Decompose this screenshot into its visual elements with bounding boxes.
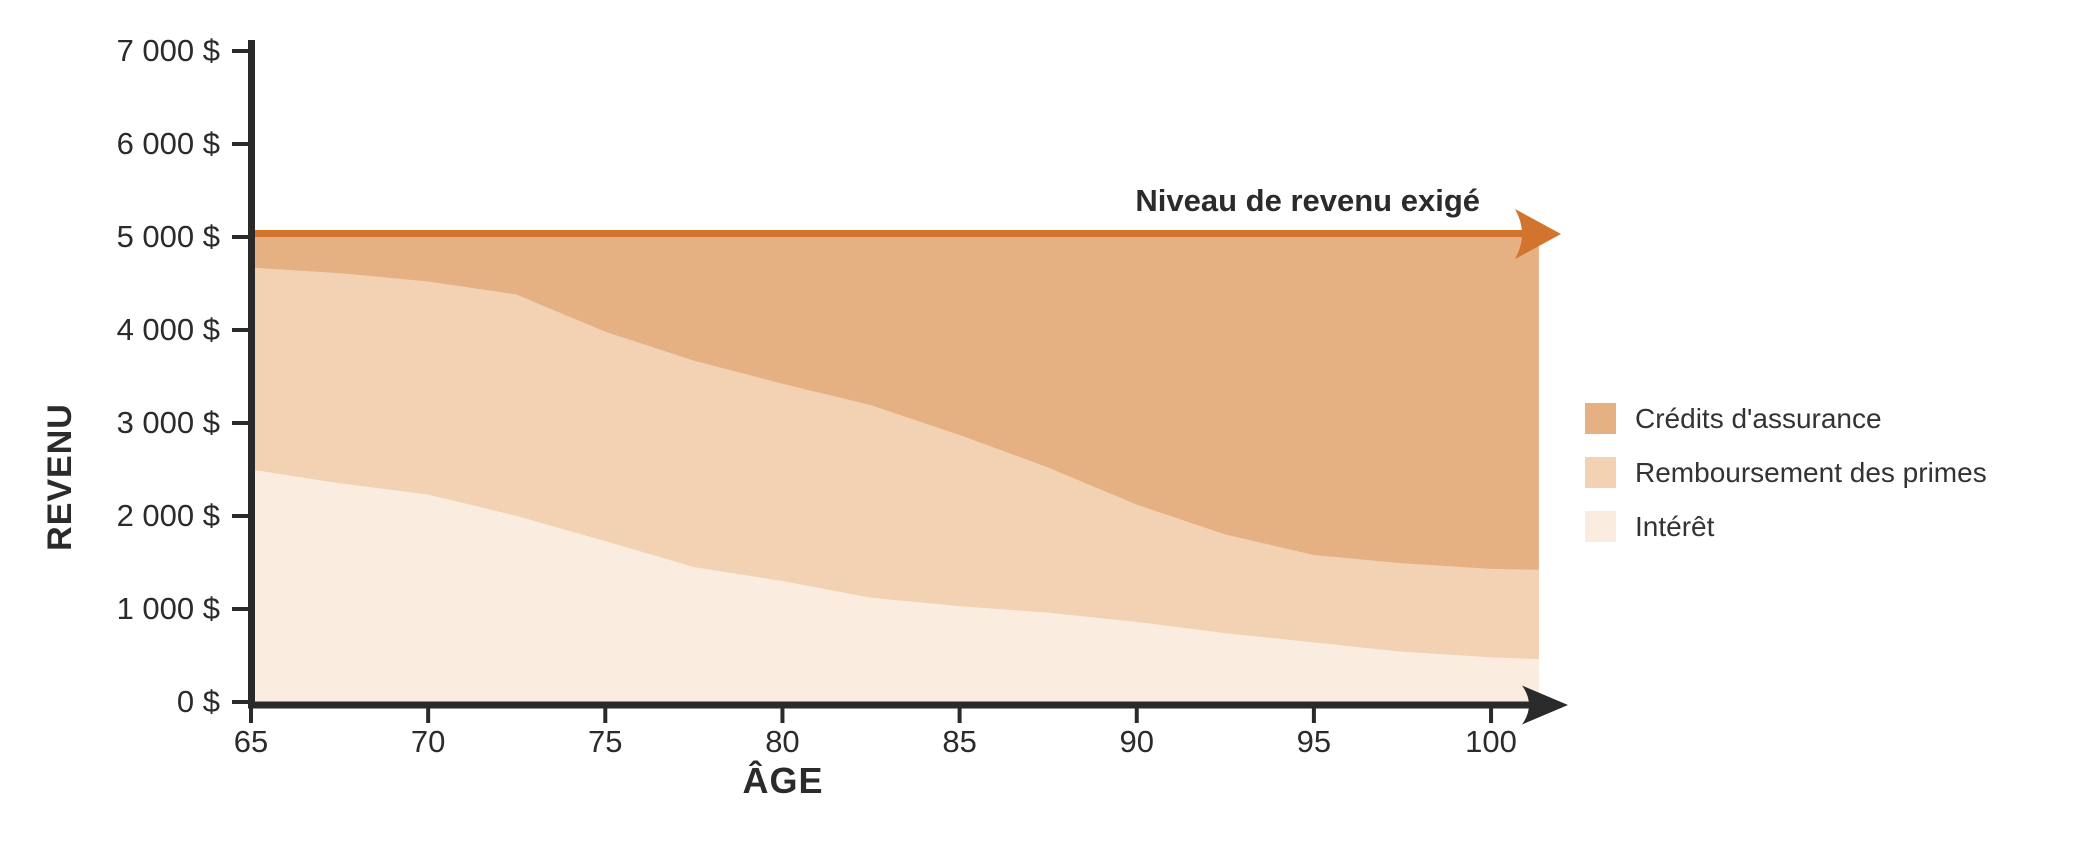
area-credits <box>251 237 1539 570</box>
x-axis-arrow-icon <box>1522 685 1568 725</box>
legend-row: Intérêt <box>1585 511 1987 542</box>
legend-label: Remboursement des primes <box>1635 457 1987 488</box>
x-tick-label: 95 <box>1296 724 1332 759</box>
y-tick-label: 5 000 $ <box>116 219 220 254</box>
y-axis-line <box>248 40 255 708</box>
y-tick-label: 1 000 $ <box>116 591 220 626</box>
y-axis-title: REVENU <box>41 403 79 551</box>
y-tick-label: 2 000 $ <box>116 498 220 533</box>
required-level-arrow-icon <box>1515 209 1561 259</box>
legend-label: Intérêt <box>1635 511 1715 542</box>
area-interet <box>251 469 1539 702</box>
x-tick-label: 85 <box>942 724 977 759</box>
legend-swatch-interet <box>1585 511 1616 542</box>
legend-row: Crédits d'assurance <box>1585 403 1987 434</box>
x-tick-label: 90 <box>1119 724 1154 759</box>
x-tick-label: 65 <box>233 724 269 759</box>
x-tick-label: 80 <box>765 724 800 759</box>
x-axis-title: ÂGE <box>742 760 824 801</box>
x-tick-label: 70 <box>410 724 446 759</box>
required-level-label: Niveau de revenu exigé <box>1135 183 1480 218</box>
legend-label: Crédits d'assurance <box>1635 403 1882 434</box>
y-tick-label: 0 $ <box>176 684 220 719</box>
legend: Crédits d'assurance Remboursement des pr… <box>1585 403 1987 565</box>
axis-ticks <box>232 49 1494 723</box>
x-axis-line <box>248 701 1546 709</box>
y-tick-label: 7 000 $ <box>116 33 220 68</box>
y-tick-label: 4 000 $ <box>116 312 220 347</box>
y-tick-label: 6 000 $ <box>116 126 220 161</box>
y-tick-label: 3 000 $ <box>116 405 220 440</box>
legend-row: Remboursement des primes <box>1585 457 1987 488</box>
legend-swatch-credits <box>1585 403 1616 434</box>
area-remboursement <box>251 267 1539 660</box>
x-tick-label: 75 <box>588 724 623 759</box>
x-tick-label: 100 <box>1465 724 1517 759</box>
legend-swatch-remboursement <box>1585 457 1616 488</box>
